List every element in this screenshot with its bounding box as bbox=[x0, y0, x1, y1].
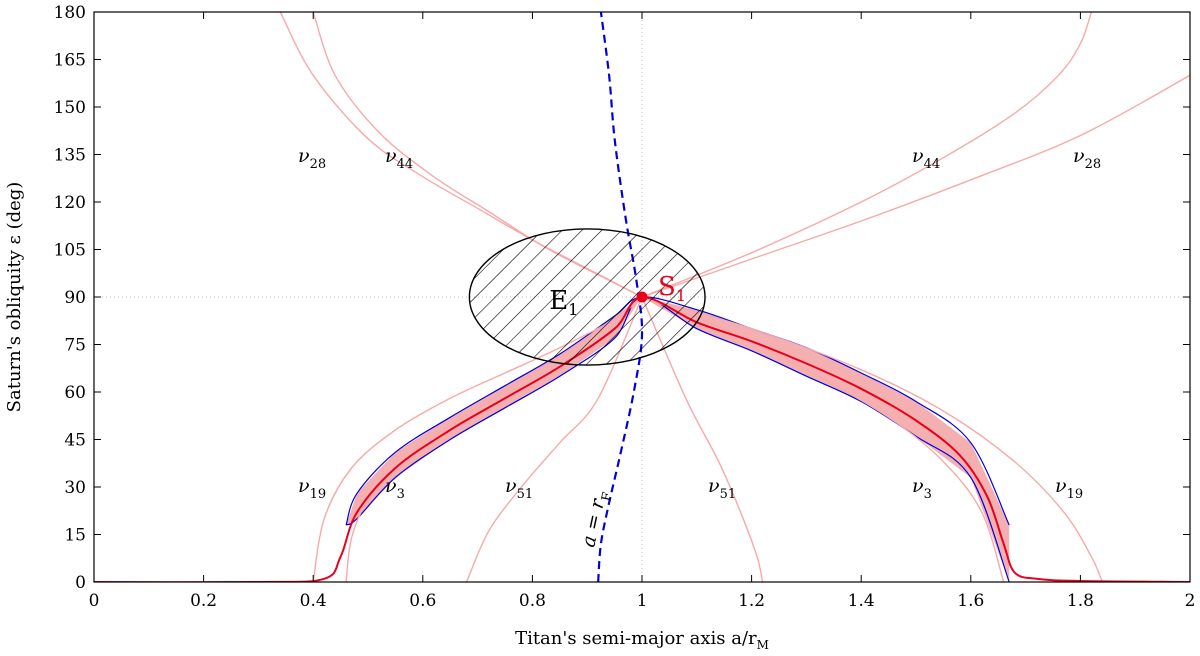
x-tick-label: 1.4 bbox=[848, 591, 875, 611]
x-tick-label: 0.8 bbox=[519, 591, 546, 611]
series-line-nu28-9 bbox=[641, 74, 1190, 298]
series-label-nu28-9: ν28 bbox=[1073, 145, 1101, 172]
y-tick-label: 90 bbox=[64, 288, 86, 308]
x-tick-label: 0.4 bbox=[300, 591, 327, 611]
plot-area bbox=[94, 12, 1190, 582]
y-tick-label: 75 bbox=[64, 336, 86, 356]
series-label-nu44-8: ν44 bbox=[912, 145, 940, 172]
annotations: ν19 ν3 ν51 ν28 ν44 ν51 ν3 ν19 ν44 ν28 a = rF S1 E1 bbox=[298, 145, 1101, 550]
y-axis-title: Saturn's obliquity ε (deg) bbox=[4, 182, 25, 413]
series-label-nu3-6: ν3 bbox=[912, 475, 932, 502]
x-tick-label: 2 bbox=[1185, 591, 1196, 611]
series-label-nu51-2: ν51 bbox=[505, 475, 533, 502]
series-line-nu51-5 bbox=[641, 296, 764, 582]
x-axis: 0 0.2 0.4 0.6 0.8 1 1.2 1.4 1.6 1.8 2 bbox=[89, 12, 1196, 611]
x-tick-label: 0.6 bbox=[409, 591, 436, 611]
y-tick-label: 135 bbox=[54, 146, 86, 166]
series-label-nu19-7: ν19 bbox=[1055, 475, 1083, 502]
point-s1-label: S1 bbox=[658, 272, 686, 305]
x-tick-label: 0.2 bbox=[190, 591, 217, 611]
y-tick-label: 180 bbox=[54, 3, 86, 23]
series-line-nu3-6 bbox=[641, 296, 1005, 582]
series-label-nu19-0: ν19 bbox=[298, 475, 326, 502]
resonance-band bbox=[346, 297, 1010, 582]
y-tick-label: 30 bbox=[64, 478, 86, 498]
y-tick-label: 15 bbox=[64, 526, 86, 546]
region-e1-label: E1 bbox=[549, 286, 578, 319]
x-tick-label: 1 bbox=[637, 591, 648, 611]
x-tick-label: 1.2 bbox=[738, 591, 765, 611]
x-tick-label: 1.6 bbox=[957, 591, 984, 611]
y-tick-label: 0 bbox=[75, 573, 86, 593]
separatrix-label: a = rF bbox=[577, 488, 615, 550]
y-tick-label: 60 bbox=[64, 383, 86, 403]
svg-text:a = rF: a = rF bbox=[577, 488, 615, 550]
y-tick-label: 165 bbox=[54, 51, 86, 71]
y-axis: 0 15 30 45 60 75 90 105 120 135 150 165 180 bbox=[54, 3, 1190, 593]
y-tick-label: 150 bbox=[54, 98, 86, 118]
point-s1 bbox=[636, 291, 648, 303]
series-line-nu44-8 bbox=[641, 12, 1093, 298]
y-tick-label: 45 bbox=[64, 431, 86, 451]
x-tick-label: 1.8 bbox=[1067, 591, 1094, 611]
series-label-nu28-3: ν28 bbox=[298, 145, 326, 172]
x-axis-title: Titan's semi-major axis a/rM bbox=[515, 628, 769, 652]
series-label-nu44-4: ν44 bbox=[385, 145, 413, 172]
series-line-nu51-2 bbox=[465, 296, 643, 582]
y-tick-label: 105 bbox=[54, 241, 86, 261]
x-tick-label: 0 bbox=[89, 591, 100, 611]
region-e1 bbox=[468, 228, 706, 366]
series-line-nu19-7 bbox=[641, 296, 1103, 582]
y-tick-label: 120 bbox=[54, 193, 86, 213]
series-label-nu51-5: ν51 bbox=[708, 475, 736, 502]
series-label-nu3-1: ν3 bbox=[385, 475, 405, 502]
